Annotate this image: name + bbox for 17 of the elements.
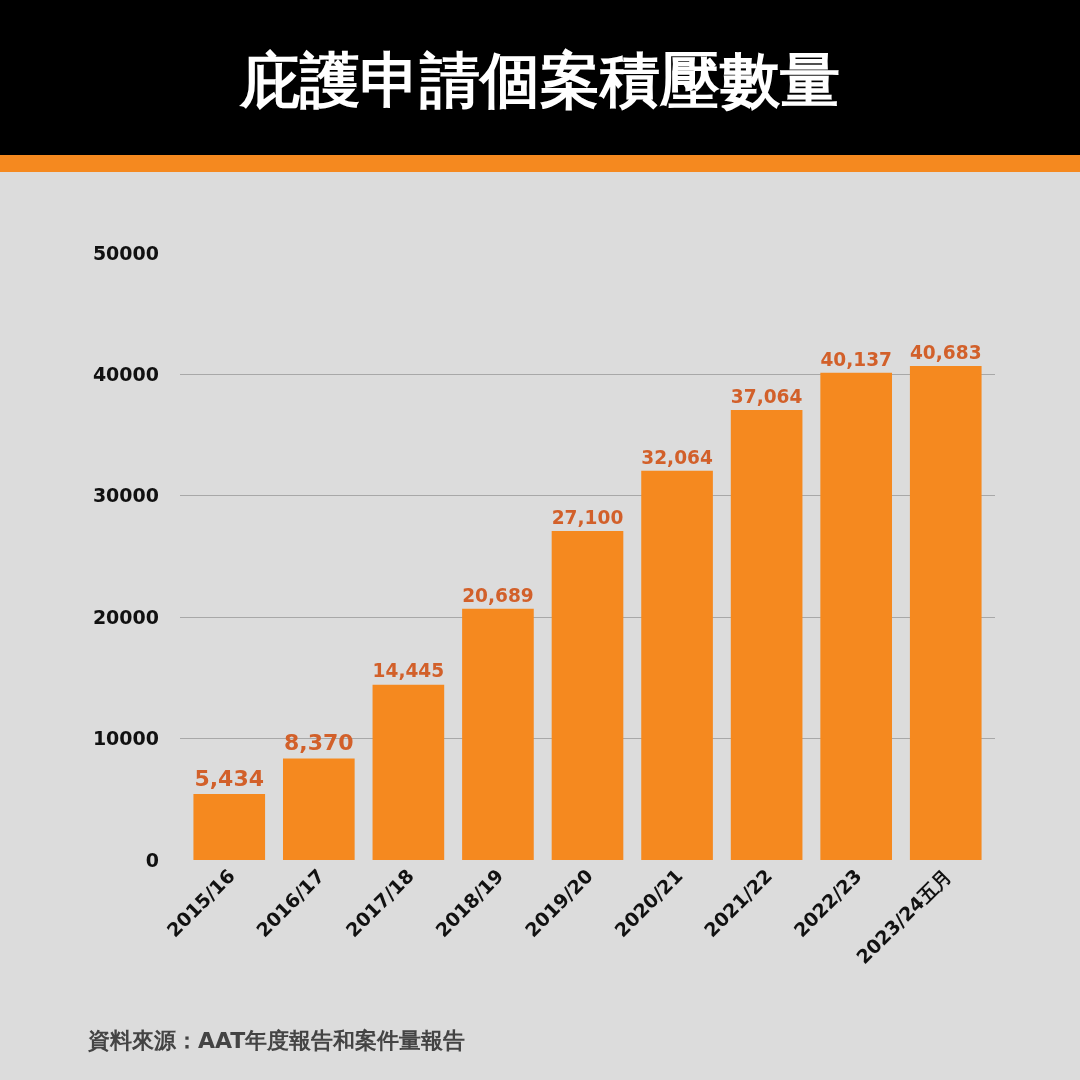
source-note: 資料來源：AAT年度報告和案件量報告 (87, 1028, 466, 1053)
data-label: 40,683 (909, 341, 982, 363)
y-tick-label: 40000 (92, 363, 159, 386)
data-label: 20,689 (462, 584, 534, 606)
chart-title: 庇護申請個案積壓數量 (239, 45, 840, 115)
data-label: 32,064 (641, 446, 713, 468)
data-label: 40,137 (820, 348, 892, 370)
data-label: 5,434 (194, 766, 265, 792)
data-label: 37,064 (730, 385, 803, 407)
y-tick-label: 30000 (92, 484, 159, 507)
y-tick-label: 50000 (92, 241, 159, 264)
y-tick-label: 20000 (92, 605, 159, 628)
data-label: 14,445 (372, 660, 445, 682)
data-label: 8,370 (284, 730, 354, 756)
data-label: 27,100 (551, 506, 624, 528)
y-tick-label: 0 (145, 848, 159, 871)
y-tick-label: 10000 (92, 727, 159, 750)
